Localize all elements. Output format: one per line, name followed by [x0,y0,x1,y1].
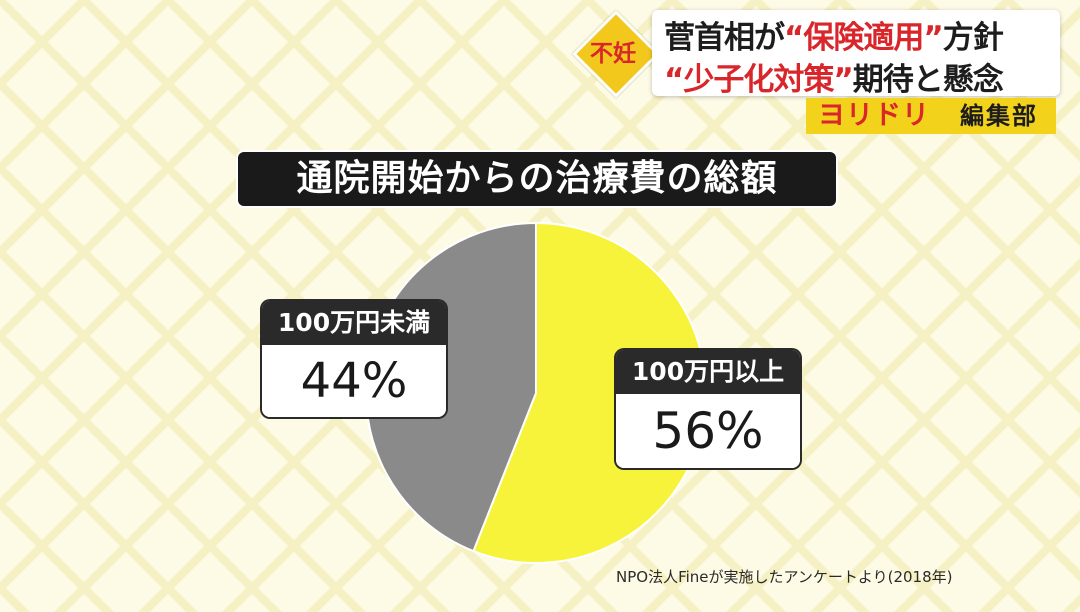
headline-line-1-highlight: “保険適用” [784,20,944,56]
label-over-1m-category: 100万円以上 [616,350,800,394]
label-under-1m-value: 44% [262,345,446,417]
chart-title: 通院開始からの治療費の総額 [238,152,836,206]
label-over-1m: 100万円以上 56% [616,350,800,468]
headline-line-2-highlight: “少子化対策” [664,62,854,98]
program-name: ヨリドリ [806,98,942,134]
source-note: NPO法人Fineが実施したアンケートより(2018年) [616,568,953,586]
topic-badge: 不妊 [572,10,660,98]
label-under-1m: 100万円未満 44% [262,301,446,417]
program-tag: ヨリドリ 編集部 [806,98,1056,134]
headline-line-2-post: 期待と懸念 [852,62,1004,98]
headline-line-1: 菅首相が“保険適用”方針 [664,12,1004,57]
topic-badge-label: 不妊 [590,41,636,67]
headline-line-2: “少子化対策”期待と懸念 [664,54,1004,99]
label-over-1m-value: 56% [616,394,800,468]
headline-line-1-post: 方針 [942,20,1004,56]
program-dept: 編集部 [942,98,1056,134]
headline-box: 菅首相が“保険適用”方針 “少子化対策”期待と懸念 [652,10,1060,99]
headline-line-1-pre: 菅首相が [664,20,785,56]
label-under-1m-category: 100万円未満 [262,301,446,345]
